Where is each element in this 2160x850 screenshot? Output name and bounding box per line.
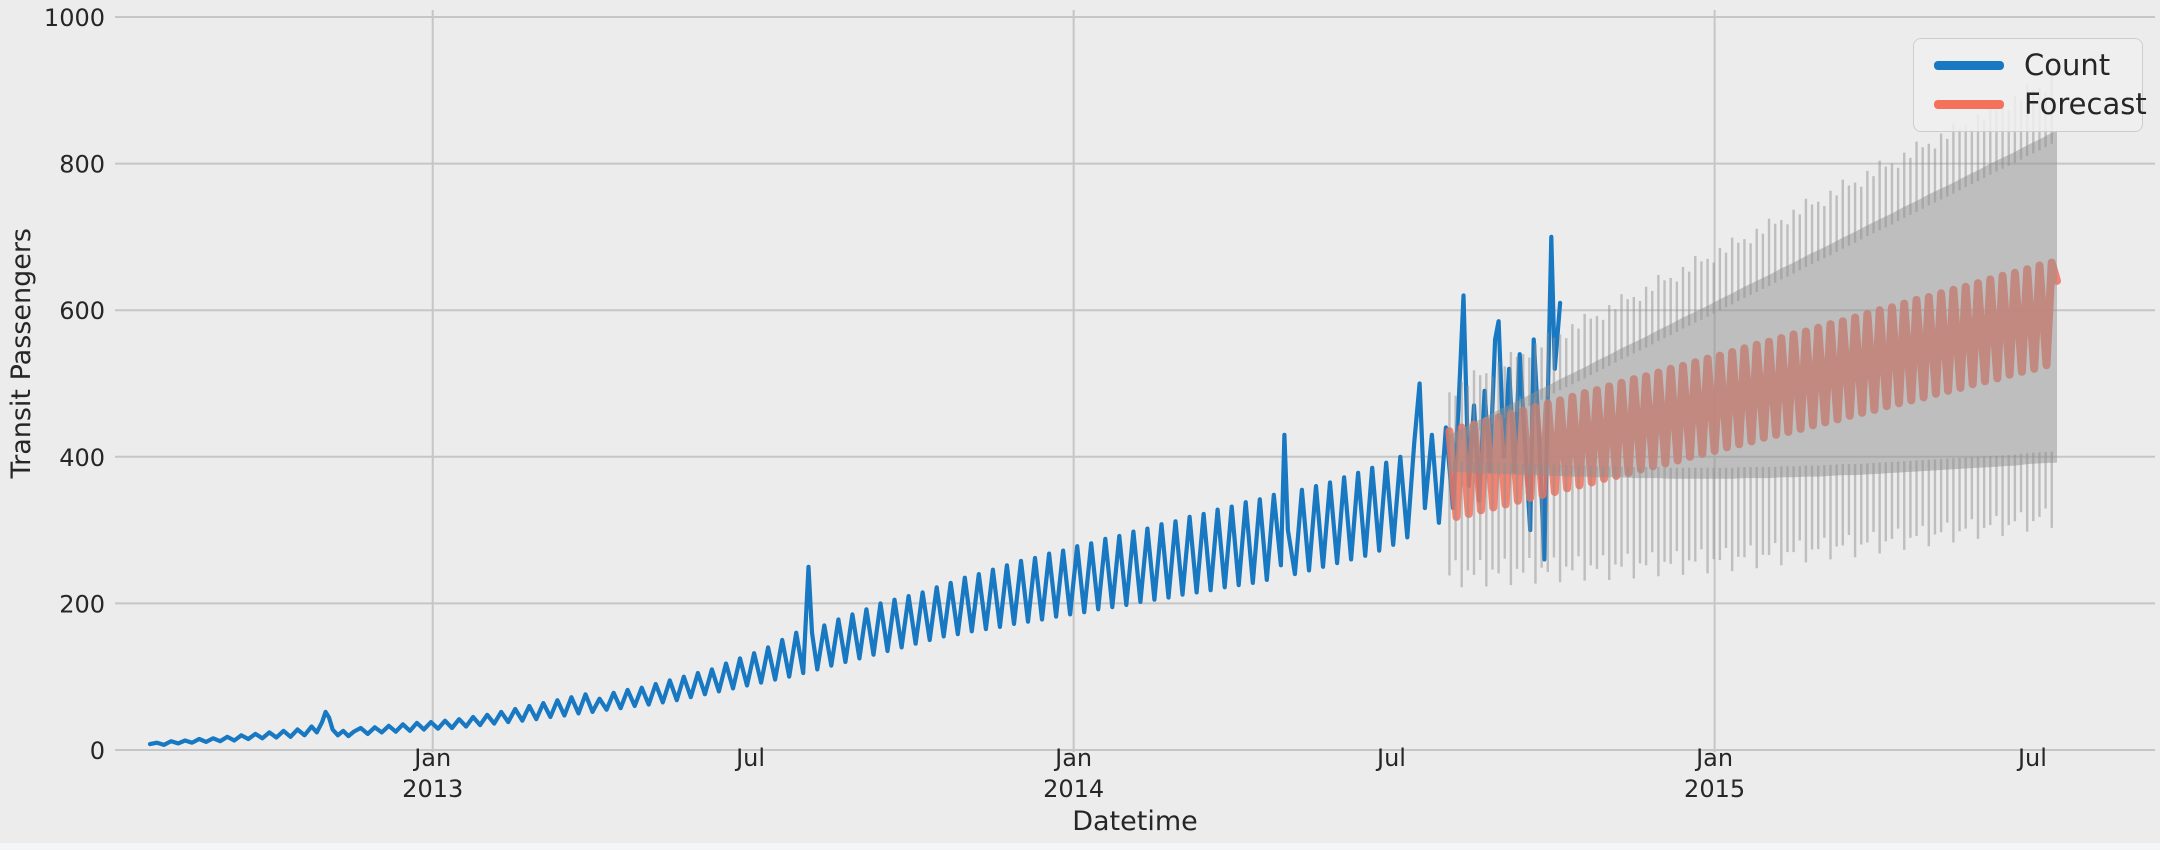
y-axis-label: Transit Passengers xyxy=(6,228,37,479)
y-tick-label: 600 xyxy=(59,297,105,325)
legend-label-forecast: Forecast xyxy=(2024,87,2147,121)
y-tick-label: 400 xyxy=(59,444,105,472)
y-tick-label: 1000 xyxy=(44,4,105,32)
x-tick-year-label: 2015 xyxy=(1684,775,1745,803)
confidence-band xyxy=(1448,75,2057,588)
gridlines xyxy=(115,10,2155,752)
x-tick-label: Jan xyxy=(1053,744,1092,772)
x-tick-label: Jul xyxy=(2016,744,2047,772)
x-tick-label: Jan xyxy=(1694,744,1733,772)
x-tick-year-label: 2014 xyxy=(1043,775,1104,803)
confidence-band-teeth xyxy=(1448,75,2053,588)
y-tick-label: 800 xyxy=(59,151,105,179)
x-tick-label: Jan xyxy=(412,744,451,772)
x-tick-label: Jul xyxy=(1375,744,1406,772)
x-tick-label: Jul xyxy=(734,744,765,772)
count-series-line xyxy=(147,234,1563,748)
forecast-line-swatch xyxy=(1934,100,2004,109)
x-tick-year-label: 2013 xyxy=(402,775,463,803)
x-axis-label: Datetime xyxy=(1072,806,1198,837)
legend-box: Count Forecast xyxy=(1913,38,2147,132)
count-line-swatch xyxy=(1934,61,2004,70)
figure-bottom-strip xyxy=(0,843,2160,850)
y-tick-label: 0 xyxy=(90,737,105,765)
y-tick-label: 200 xyxy=(59,590,105,618)
legend-item-forecast: Forecast xyxy=(1914,90,2147,119)
tick-labels: 0 200 400 600 800 1000 Jan 2013 Jul Jan 2014 Jul Jan… xyxy=(44,4,2047,803)
legend-item-count: Count xyxy=(1914,51,2142,80)
legend-label-count: Count xyxy=(2024,48,2111,82)
